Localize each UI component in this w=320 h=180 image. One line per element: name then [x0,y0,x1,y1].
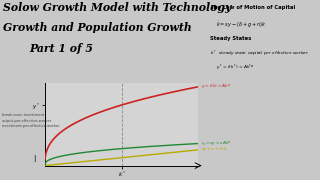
Text: $k^*$  steady state capital per effective worker: $k^*$ steady state capital per effective… [210,49,309,59]
Text: $y = f(k) = Ak^{a}$: $y = f(k) = Ak^{a}$ [202,82,232,91]
Text: break-even investment
output-per-effective-worker
investment-per-effective-worke: break-even investment output-per-effecti… [2,113,60,128]
Text: Solow Growth Model with Technology: Solow Growth Model with Technology [3,2,232,13]
Text: Steady States: Steady States [210,36,251,41]
Text: |: | [33,156,35,163]
Text: $\dot{k} = sy - (\delta + g + n)k$: $\dot{k} = sy - (\delta + g + n)k$ [216,20,266,30]
Text: Growth and Population Growth: Growth and Population Growth [3,22,192,33]
Text: $y^* = f(k^*) = Ak^{*a}$: $y^* = f(k^*) = Ak^{*a}$ [216,63,254,73]
Text: $i_e = sy = sAk^{a}$: $i_e = sy = sAk^{a}$ [202,139,232,148]
Text: Part 1 of 5: Part 1 of 5 [29,43,93,54]
Text: $(g + n + d)k$: $(g + n + d)k$ [202,145,228,153]
Text: The Law of Motion of Capital: The Law of Motion of Capital [210,5,295,10]
